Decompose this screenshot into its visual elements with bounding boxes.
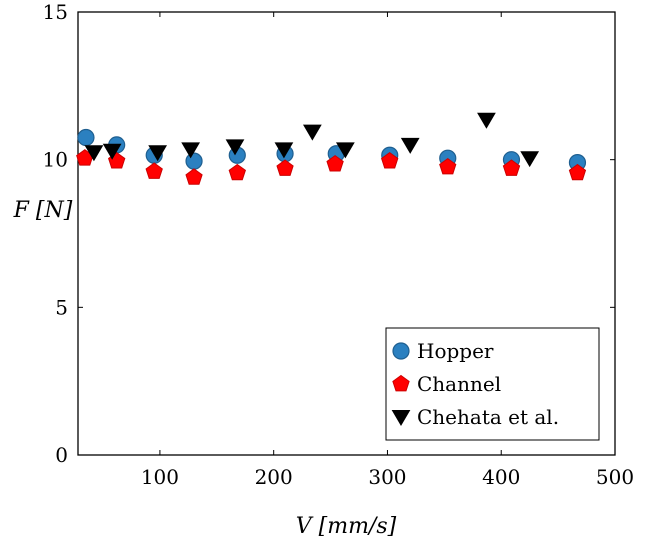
x-tick-label: 200 bbox=[255, 465, 293, 489]
x-tick-label: 100 bbox=[141, 465, 179, 489]
x-tick-label: 300 bbox=[368, 465, 406, 489]
point-hopper bbox=[77, 128, 95, 147]
point-channel bbox=[185, 168, 203, 185]
point-channel bbox=[326, 154, 344, 172]
point-hopper bbox=[185, 152, 203, 170]
point-chehata-et-al bbox=[274, 142, 294, 159]
legend-label-hopper: Hopper bbox=[417, 339, 494, 363]
plot-frame bbox=[77, 11, 616, 456]
point-chehata-et-al bbox=[520, 151, 540, 168]
point-chehata-et-al bbox=[181, 142, 201, 159]
point-chehata-et-al bbox=[84, 145, 104, 162]
legend: Hopper Channel Chehata et al. bbox=[385, 327, 600, 441]
x-tick-label: 500 bbox=[596, 465, 634, 489]
axis-ticks bbox=[78, 11, 616, 456]
legend-label-chehata-et-al: Chehata et al. bbox=[417, 405, 559, 429]
legend-box bbox=[385, 327, 600, 441]
y-tick-label: 10 bbox=[43, 148, 68, 172]
point-channel bbox=[145, 162, 163, 179]
point-channel bbox=[439, 157, 457, 175]
point-chehata-et-al bbox=[225, 139, 245, 156]
point-chehata-et-al bbox=[102, 143, 122, 160]
data-points bbox=[76, 112, 587, 185]
legend-label-channel: Channel bbox=[417, 372, 501, 396]
y-axis-label: F [N] bbox=[13, 198, 73, 223]
point-chehata-et-al bbox=[335, 142, 355, 159]
axis-tick-labels: 100 200 300 400 500 0 5 10 15 bbox=[43, 0, 635, 489]
point-channel bbox=[568, 163, 587, 181]
y-tick-label: 5 bbox=[55, 295, 68, 319]
y-tick-label: 15 bbox=[43, 0, 68, 24]
point-chehata-et-al bbox=[302, 124, 322, 141]
point-chehata-et-al bbox=[148, 145, 168, 162]
legend-marker-chehata-et-al bbox=[391, 410, 411, 426]
point-chehata-et-al bbox=[400, 137, 420, 154]
x-axis-label: V [mm/s] bbox=[296, 514, 397, 539]
point-channel bbox=[276, 159, 294, 176]
point-channel bbox=[381, 151, 399, 169]
point-chehata-et-al bbox=[477, 112, 496, 129]
point-channel bbox=[502, 159, 521, 176]
x-tick-label: 400 bbox=[482, 465, 520, 489]
point-channel bbox=[228, 163, 246, 181]
legend-marker-channel bbox=[392, 374, 410, 392]
legend-marker-hopper bbox=[392, 342, 410, 360]
y-tick-label: 0 bbox=[55, 443, 68, 467]
